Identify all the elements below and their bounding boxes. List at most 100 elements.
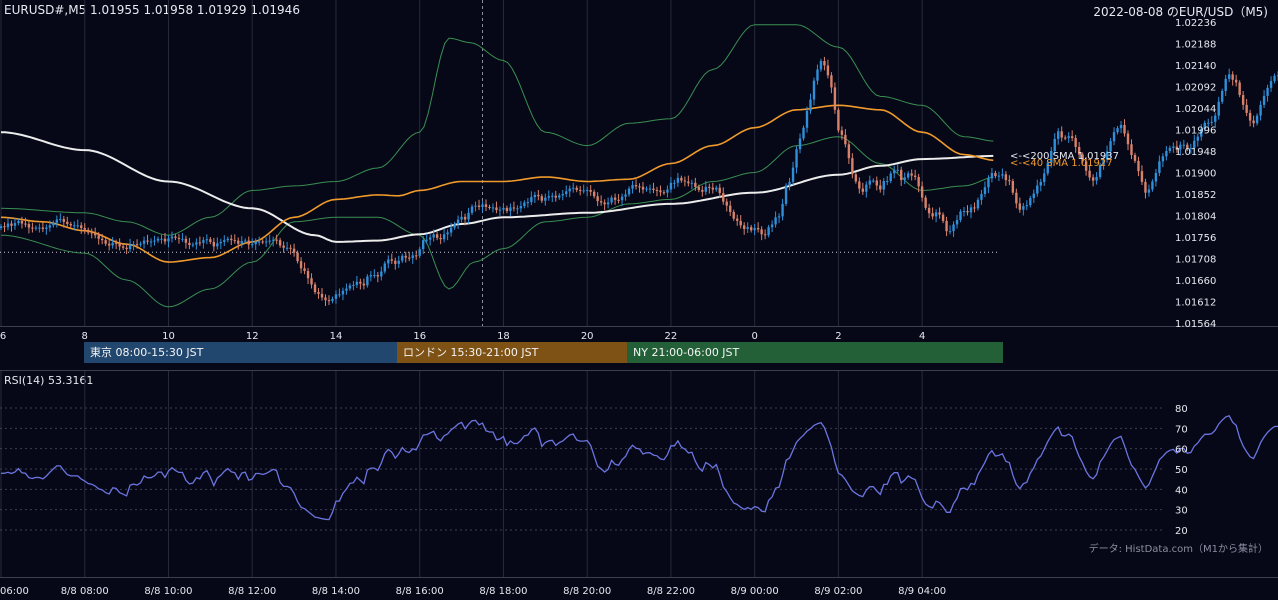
candle-body <box>575 187 578 190</box>
candle-body <box>847 144 851 159</box>
price-tick-label: 1.02140 <box>1175 61 1216 72</box>
candle-body <box>191 244 195 246</box>
candle-body <box>987 178 990 188</box>
candle-body <box>641 186 645 190</box>
candle-body <box>460 216 463 220</box>
candle-body <box>1060 131 1063 138</box>
time-tick-label: 22 <box>665 331 678 342</box>
price-chart: 1.02236 1.02188 1.02140 1.02092 1.02044 1.019… <box>0 0 1278 342</box>
candle-body <box>442 234 446 240</box>
candle-body <box>537 194 540 197</box>
candle-body <box>268 240 271 242</box>
candle-body <box>509 207 512 212</box>
candle-body <box>1179 144 1182 150</box>
candle-body <box>1119 125 1123 129</box>
candle-body <box>13 223 17 226</box>
candle-body <box>453 224 456 228</box>
price-tick-label: 1.01948 <box>1175 147 1216 158</box>
candle-body <box>24 223 27 225</box>
candle-body <box>107 243 111 246</box>
session-london: ロンドン 15:30-21:00 JST <box>397 342 627 363</box>
candle-body <box>135 244 139 246</box>
candle-body <box>62 219 66 222</box>
candle-body <box>1207 122 1210 124</box>
candle-body <box>582 190 585 192</box>
candle-body <box>317 292 320 294</box>
candle-body <box>830 75 833 88</box>
candle-body <box>565 191 568 194</box>
candle-body <box>3 226 6 228</box>
candle-body <box>945 220 948 232</box>
candle-body <box>264 241 268 243</box>
candle-body <box>596 196 599 202</box>
candle-body <box>1273 75 1276 82</box>
rsi-axis: 80 70 60 50 40 30 20 06:00 8/8 08:00 8/8 10:00 8/8… <box>0 404 1188 597</box>
candle-body <box>477 205 481 207</box>
candle-body <box>1015 192 1018 204</box>
candle-body <box>334 294 338 299</box>
candle-body <box>687 181 690 184</box>
candle-body <box>648 188 652 190</box>
candle-body <box>673 182 676 184</box>
candle-body <box>223 240 226 242</box>
bollinger-upper-line <box>0 24 994 236</box>
candle-body <box>809 99 812 111</box>
candle-body <box>624 194 627 197</box>
time-tick-label: 0 <box>751 331 757 342</box>
candle-body <box>592 191 596 197</box>
candle-body <box>746 227 749 229</box>
candle-body <box>170 236 174 239</box>
candle-body <box>802 127 805 139</box>
candle-body <box>38 227 41 229</box>
candle-body <box>680 177 683 181</box>
candle-body <box>711 187 714 190</box>
candle-body <box>1084 161 1088 171</box>
candle-body <box>833 87 837 110</box>
candle-body <box>401 255 404 261</box>
candle-body <box>216 243 219 247</box>
candle-body <box>1182 144 1186 146</box>
price-tick-label: 1.01852 <box>1175 190 1216 201</box>
candle-body <box>526 202 530 204</box>
time-tick-label: 18 <box>497 331 510 342</box>
candle-body <box>278 240 282 246</box>
candle-body <box>603 202 606 205</box>
candle-body <box>181 238 184 240</box>
candle-body <box>896 169 899 171</box>
candle-body <box>544 197 547 201</box>
candle-body <box>840 130 844 135</box>
candle-body <box>1102 159 1105 165</box>
candle-body <box>292 248 296 253</box>
bollinger-lower-line <box>0 136 994 308</box>
candle-body <box>1067 136 1070 139</box>
candle-body <box>1137 160 1140 172</box>
candle-body <box>254 241 257 245</box>
candle-body <box>408 257 411 259</box>
candle-body <box>1227 74 1231 79</box>
candle-body <box>348 285 352 289</box>
candle-body <box>784 185 788 204</box>
candle-body <box>418 249 421 256</box>
candle-body <box>718 187 721 194</box>
candle-body <box>1161 156 1165 162</box>
candle-body <box>966 211 969 213</box>
candle-body <box>729 205 732 212</box>
candle-body <box>1050 151 1053 163</box>
candle-body <box>1175 146 1179 150</box>
candle-body <box>0 226 3 229</box>
candle-body <box>669 182 673 190</box>
candle-body <box>20 220 24 224</box>
candle-body <box>704 186 708 192</box>
candle-body <box>251 244 254 246</box>
candle-body <box>1189 147 1193 149</box>
candle-body <box>1248 112 1252 121</box>
candle-body <box>617 199 620 201</box>
candle-body <box>257 241 261 243</box>
candle-body <box>1063 137 1067 139</box>
candle-body <box>1147 189 1151 193</box>
candle-body <box>73 225 76 227</box>
symbol-info: EURUSD#,M5 1.01955 1.01958 1.01929 1.019… <box>4 3 300 17</box>
candle-body <box>736 218 739 221</box>
candle-body <box>1130 144 1133 156</box>
candle-body <box>927 207 931 214</box>
